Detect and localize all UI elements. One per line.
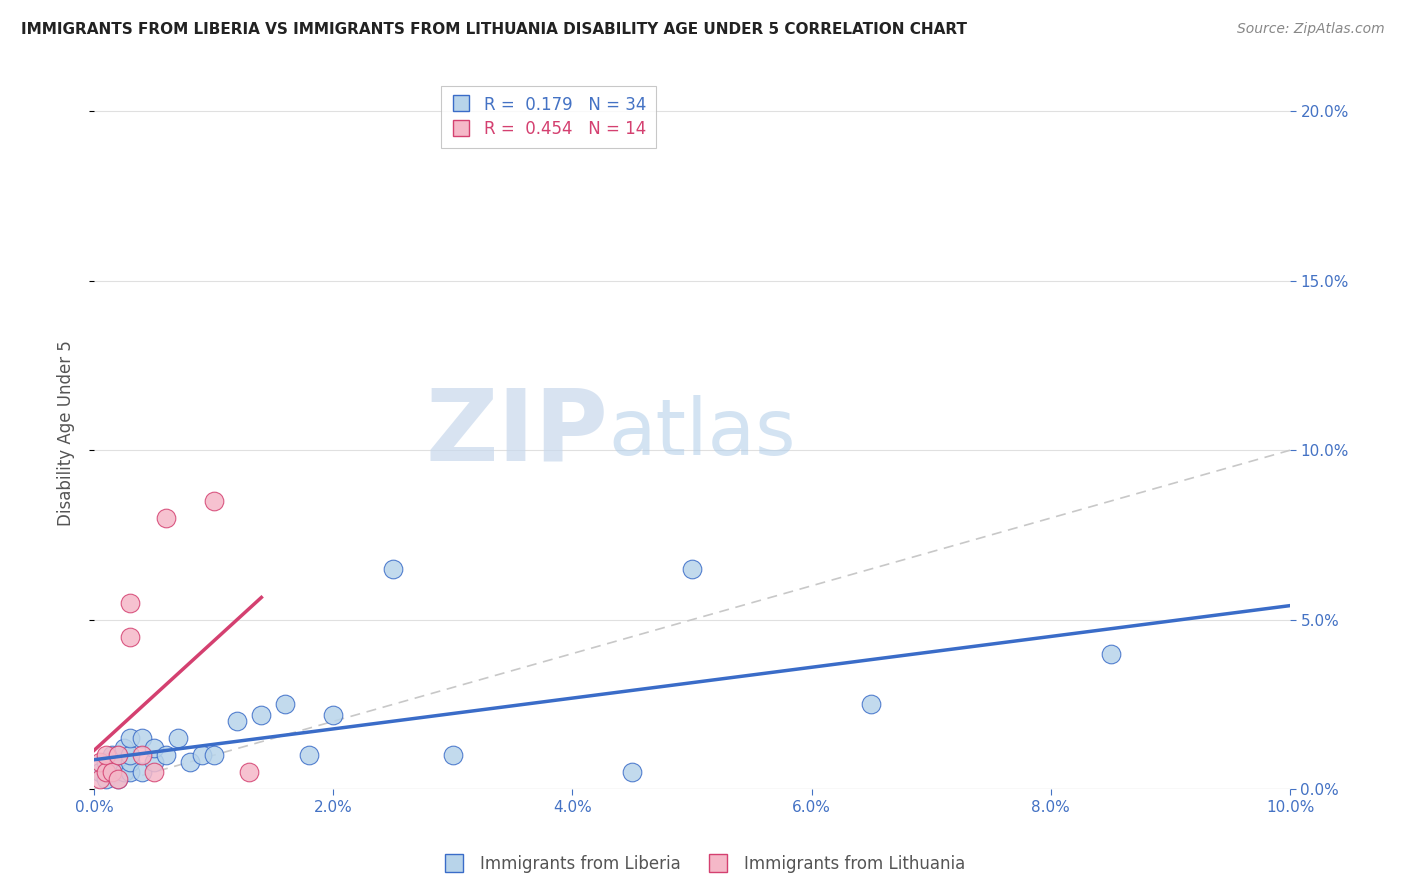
Point [112,765,135,780]
Point [1099,647,1122,661]
Point [89,765,111,780]
Text: ZIP: ZIP [426,384,609,482]
Point [94,755,117,769]
Text: Source: ZipAtlas.com: Source: ZipAtlas.com [1237,22,1385,37]
Point [112,741,135,756]
Point [681,562,703,576]
Point [226,714,249,729]
Point [155,511,177,525]
Point [107,762,129,776]
Text: IMMIGRANTS FROM LIBERIA VS IMMIGRANTS FROM LITHUANIA DISABILITY AGE UNDER 5 CORR: IMMIGRANTS FROM LIBERIA VS IMMIGRANTS FR… [21,22,967,37]
Point [107,772,129,786]
Legend: R =  0.179   N = 34, R =  0.454   N = 14: R = 0.179 N = 34, R = 0.454 N = 14 [440,86,657,148]
Point [107,748,129,763]
Point [101,765,124,780]
Point [118,731,141,746]
Point [621,765,644,780]
Point [107,772,129,786]
Point [118,630,141,644]
Point [298,748,321,763]
Point [131,765,153,780]
Point [441,748,464,763]
Point [202,748,225,763]
Point [101,748,124,763]
Y-axis label: Disability Age Under 5: Disability Age Under 5 [58,341,75,526]
Legend: Immigrants from Liberia, Immigrants from Lithuania: Immigrants from Liberia, Immigrants from… [434,848,972,880]
Point [118,748,141,763]
Point [250,707,273,722]
Point [118,596,141,610]
Point [94,772,117,786]
Point [131,731,153,746]
Point [202,494,225,508]
Point [190,748,212,763]
Point [179,755,201,769]
Point [142,755,165,769]
Point [118,765,141,780]
Point [118,755,141,769]
Point [322,707,344,722]
Point [238,765,260,780]
Point [142,765,165,780]
Point [89,772,111,786]
Point [131,748,153,763]
Point [101,765,124,780]
Point [381,562,404,576]
Point [94,765,117,780]
Point [860,698,883,712]
Point [94,748,117,763]
Point [166,731,188,746]
Text: atlas: atlas [609,395,796,471]
Point [274,698,297,712]
Point [155,748,177,763]
Point [89,755,111,769]
Point [142,741,165,756]
Point [107,748,129,763]
